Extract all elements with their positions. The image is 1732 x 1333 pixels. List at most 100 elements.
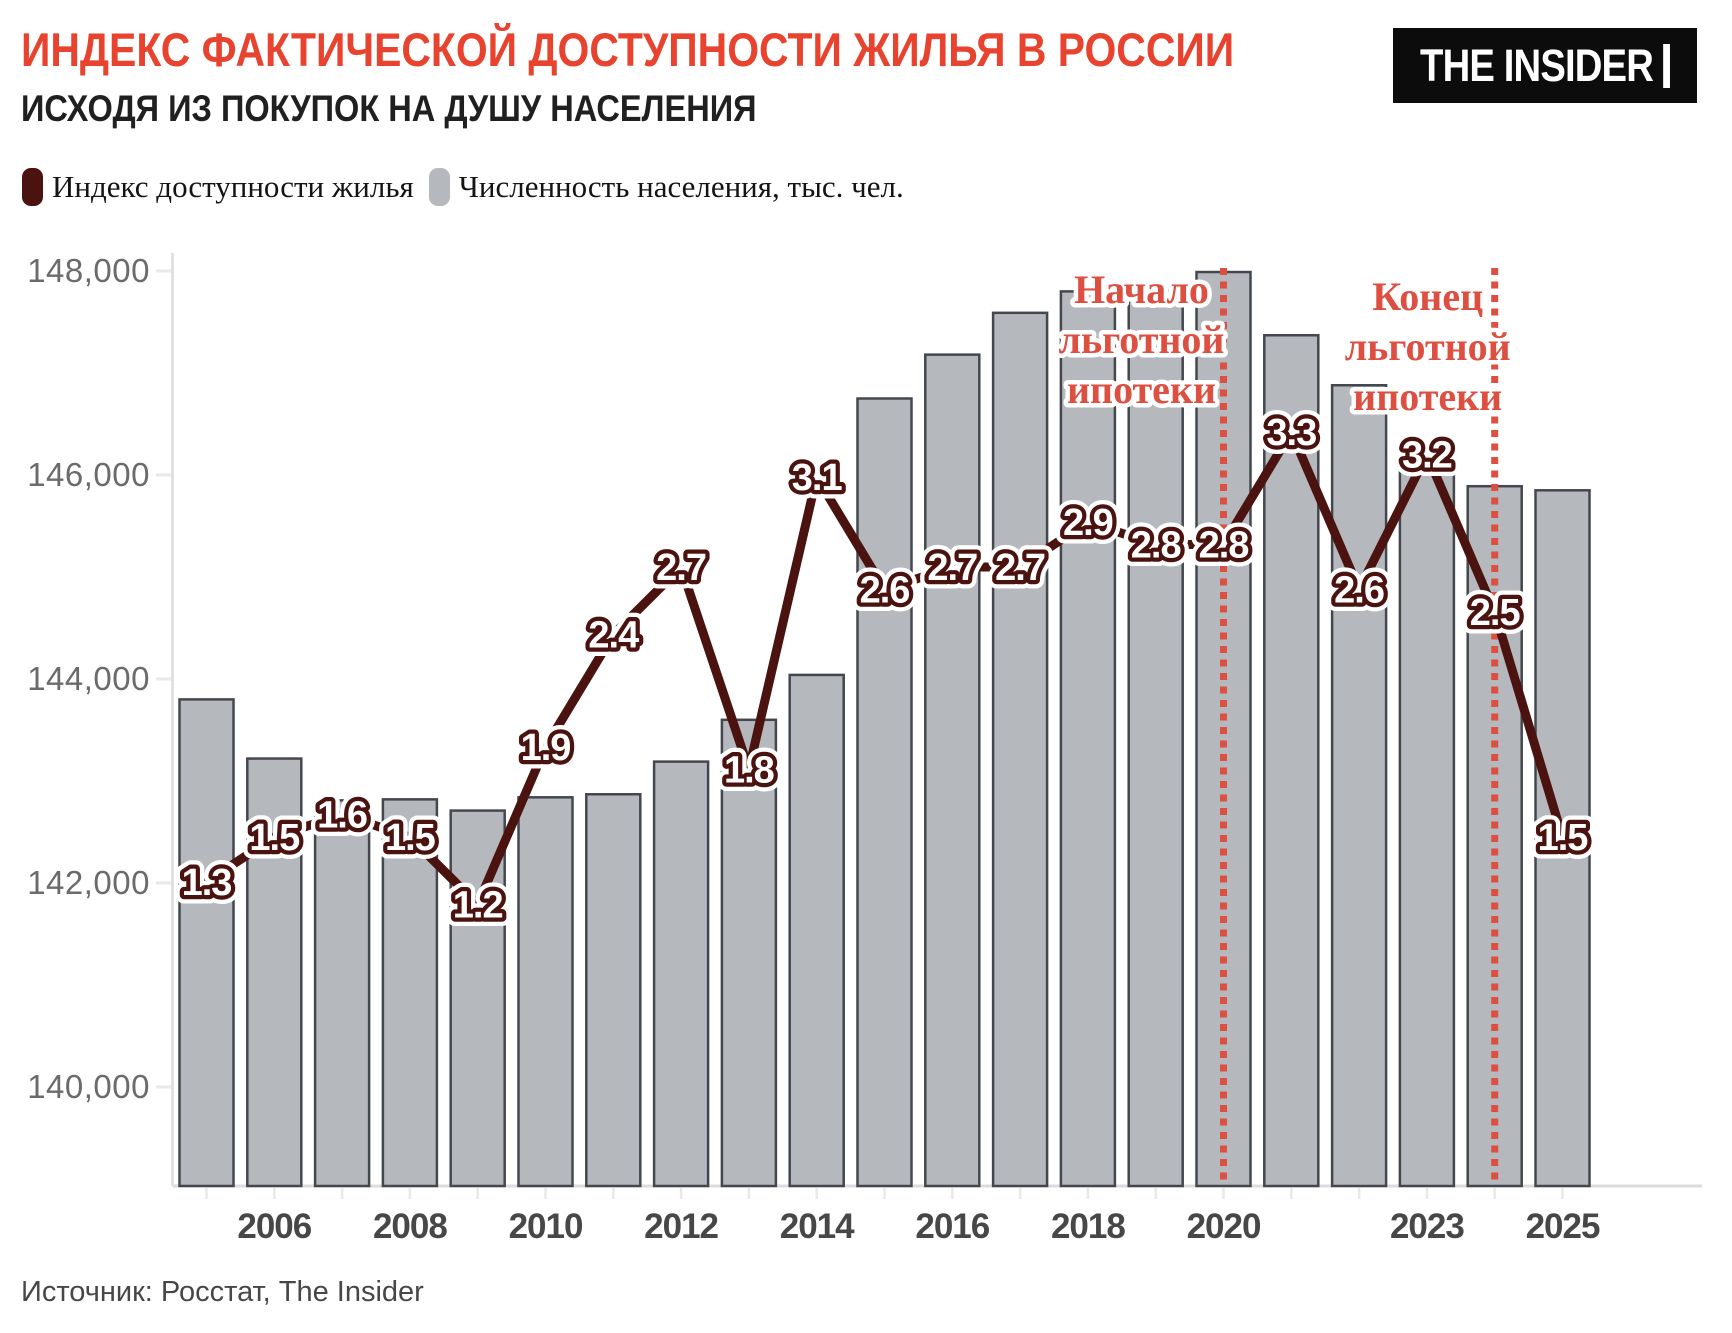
index-value-label-halo: 1.3 [182, 862, 232, 904]
index-value-label-halo: 1.6 [317, 795, 367, 837]
legend-label-population: Численность населения, тыс. чел. [458, 169, 904, 204]
index-value-label-halo: 2.9 [1063, 502, 1113, 544]
the-insider-logo: THE INSIDER [1393, 28, 1697, 103]
x-axis-tick-label: 2016 [915, 1207, 989, 1246]
population-bar [449, 809, 506, 1188]
index-value-label-halo: 3.2 [1402, 435, 1452, 477]
population-bar-swatch [428, 168, 450, 206]
index-value-label: 2.4 [588, 615, 639, 657]
legend-item-population: Численность населения, тыс. чел. [428, 168, 904, 206]
population-bar [856, 397, 913, 1188]
index-value-label-halo: 2.8 [1199, 525, 1249, 567]
index-value-label: 2.6 [860, 570, 910, 612]
page-title: ИНДЕКС ФАКТИЧЕСКОЙ ДОСТУПНОСТИ ЖИЛЬЯ В Р… [21, 23, 1235, 76]
x-axis-tick-label: 2018 [1051, 1207, 1125, 1246]
population-bar [1534, 489, 1591, 1188]
y-axis: 140,000 142,000 144,000 146,000 148,000 [27, 252, 171, 1105]
mortgage-end-label: Конец [1372, 274, 1483, 319]
index-value-label: 2.9 [1063, 502, 1113, 544]
chart-legend: Индекс доступности жилья Численность нас… [22, 168, 919, 206]
index-value-label: 1.6 [317, 795, 367, 837]
logo-cursor-bar [1663, 43, 1670, 88]
x-axis-tick-label: 2014 [780, 1207, 855, 1246]
x-axis: 2006 2008 2010 2012 2014 2016 2018 2020 2023 2025 [205, 1188, 1601, 1246]
index-value-label-halo: 1.5 [1538, 817, 1589, 859]
mortgage-start-label: льготной [1059, 317, 1225, 362]
population-bar [1127, 286, 1184, 1188]
page-subtitle: ИСХОДЯ ИЗ ПОКУПОК НА ДУШУ НАСЕЛЕНИЯ [21, 88, 757, 129]
index-value-label-halo: 2.7 [927, 547, 977, 589]
population-bar [178, 698, 235, 1188]
population-bar [924, 353, 981, 1188]
legend-item-index: Индекс доступности жилья [22, 168, 414, 206]
x-axis-tick-label: 2020 [1187, 1207, 1261, 1246]
index-value-label-halo: 1.5 [385, 817, 436, 859]
mortgage-annotations: Начало льготной ипотеки Конец льготной ипотек… [1054, 263, 1515, 1184]
index-value-label-halo: 1.2 [453, 885, 503, 927]
index-value-label-halo: 2.5 [1470, 592, 1521, 634]
index-value-label: 3.1 [792, 457, 843, 499]
index-line-swatch [22, 168, 43, 206]
y-axis-tick-label: 140,000 [27, 1068, 150, 1105]
population-bar [313, 799, 371, 1188]
source-attribution: Источник: Росстат, The Insider [21, 1276, 424, 1308]
index-value-label-halo: 1.5 [249, 817, 300, 859]
index-value-label: 2.7 [995, 547, 1045, 589]
population-bar [991, 311, 1049, 1188]
index-value-label-halo: 3.3 [1266, 412, 1316, 454]
population-bar [720, 718, 778, 1188]
y-axis-tick-label: 148,000 [27, 252, 150, 289]
population-bar [1330, 383, 1388, 1188]
x-axis-tick-label: 2023 [1390, 1207, 1464, 1246]
population-bar [381, 798, 439, 1188]
index-value-label-halo: 3.1 [792, 457, 843, 499]
index-value-label: 1.5 [249, 817, 300, 859]
x-axis-tick-label: 2008 [373, 1207, 447, 1246]
index-value-labels: 1.31.31.51.51.61.61.51.51.21.21.91.92.42… [173, 404, 1598, 936]
index-value-label-halo: 2.6 [1334, 570, 1384, 612]
y-axis-tick-label: 144,000 [27, 660, 150, 697]
legend-label-index: Индекс доступности жилья [52, 169, 414, 204]
index-value-label: 2.5 [1470, 592, 1521, 634]
population-bars [178, 270, 1591, 1188]
index-value-label: 1.8 [724, 750, 774, 792]
mortgage-start-label: Начало [1074, 267, 1209, 312]
population-bar [788, 673, 845, 1188]
x-axis-tick-label: 2010 [509, 1207, 583, 1246]
index-value-label: 1.2 [453, 885, 503, 927]
population-bar [1398, 450, 1456, 1188]
index-value-label: 2.8 [1131, 525, 1181, 567]
index-value-label: 2.7 [656, 547, 706, 589]
index-value-label: 2.8 [1199, 525, 1249, 567]
index-line-group [202, 427, 1567, 909]
index-value-label-halo: 2.7 [995, 547, 1045, 589]
index-value-label: 2.7 [927, 547, 977, 589]
x-axis-tick-label: 2012 [644, 1207, 718, 1246]
index-value-label: 1.5 [385, 817, 436, 859]
population-bar [585, 793, 642, 1188]
mortgage-end-label: ипотеки [1353, 374, 1502, 419]
y-axis-tick-label: 146,000 [27, 456, 150, 493]
population-bar [652, 760, 710, 1188]
index-value-label-halo: 2.7 [656, 547, 706, 589]
index-value-label-halo: 2.6 [860, 570, 910, 612]
index-value-label: 2.6 [1334, 570, 1384, 612]
index-value-label-halo: 1.9 [521, 727, 571, 769]
x-axis-tick-label: 2025 [1526, 1207, 1600, 1246]
y-axis-tick-label: 142,000 [27, 864, 150, 901]
x-axis-tick-label: 2006 [237, 1207, 311, 1246]
index-value-label: 1.9 [521, 727, 571, 769]
mortgage-start-label: ипотеки [1067, 367, 1216, 412]
mortgage-end-label: льготной [1345, 324, 1511, 369]
index-line [202, 427, 1567, 909]
population-bar [1059, 290, 1117, 1188]
index-value-label: 3.3 [1266, 412, 1316, 454]
index-value-label: 3.2 [1402, 435, 1452, 477]
index-value-label-halo: 2.8 [1131, 525, 1181, 567]
index-value-label: 1.3 [182, 862, 232, 904]
index-value-label-halo: 1.8 [724, 750, 774, 792]
index-value-label-halo: 2.4 [588, 615, 639, 657]
index-value-label: 1.5 [1538, 817, 1589, 859]
